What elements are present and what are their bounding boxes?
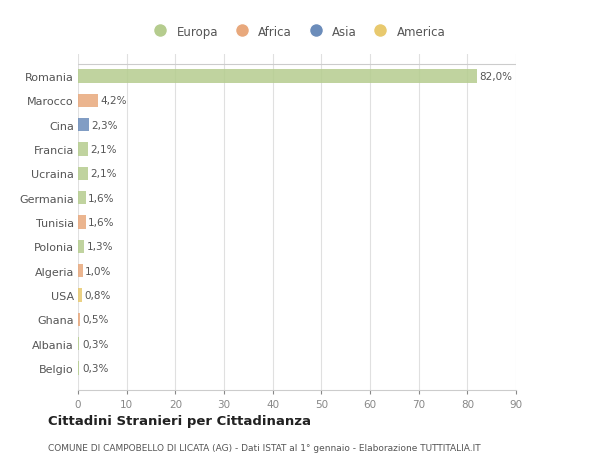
Text: 0,5%: 0,5% — [83, 315, 109, 325]
Bar — [78, 264, 83, 278]
Text: 0,8%: 0,8% — [85, 291, 111, 301]
Bar — [78, 168, 88, 181]
Bar — [78, 70, 477, 84]
Text: 1,6%: 1,6% — [88, 218, 115, 228]
Bar — [78, 143, 88, 157]
Text: 0,3%: 0,3% — [82, 363, 108, 373]
Bar — [78, 362, 79, 375]
Legend: Europa, Africa, Asia, America: Europa, Africa, Asia, America — [143, 21, 451, 43]
Text: Cittadini Stranieri per Cittadinanza: Cittadini Stranieri per Cittadinanza — [48, 414, 311, 428]
Text: 1,3%: 1,3% — [87, 242, 113, 252]
Text: COMUNE DI CAMPOBELLO DI LICATA (AG) - Dati ISTAT al 1° gennaio - Elaborazione TU: COMUNE DI CAMPOBELLO DI LICATA (AG) - Da… — [48, 443, 481, 452]
Bar — [78, 192, 86, 205]
Text: 2,1%: 2,1% — [91, 145, 117, 155]
Bar — [78, 119, 89, 132]
Text: 2,3%: 2,3% — [92, 121, 118, 130]
Bar — [78, 95, 98, 108]
Bar — [78, 313, 80, 326]
Text: 4,2%: 4,2% — [101, 96, 127, 106]
Text: 1,0%: 1,0% — [85, 266, 112, 276]
Text: 0,3%: 0,3% — [82, 339, 108, 349]
Text: 82,0%: 82,0% — [479, 72, 512, 82]
Bar — [78, 289, 82, 302]
Bar — [78, 337, 79, 351]
Text: 2,1%: 2,1% — [91, 169, 117, 179]
Bar — [78, 240, 85, 253]
Bar — [78, 216, 86, 230]
Text: 1,6%: 1,6% — [88, 193, 115, 203]
